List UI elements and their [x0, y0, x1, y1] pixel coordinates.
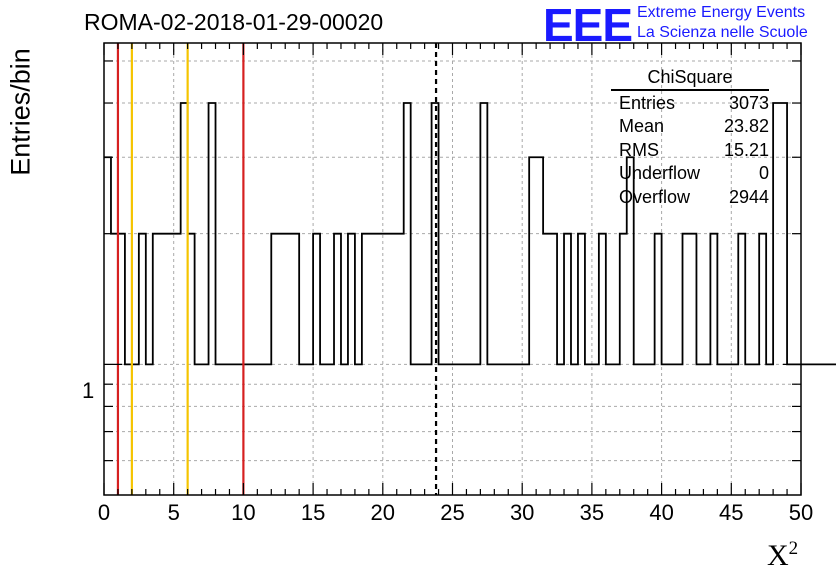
- x-tick-label: 25: [440, 500, 464, 526]
- stats-row-underflow: Underflow 0: [611, 162, 775, 185]
- stats-value: 15.21: [724, 139, 769, 162]
- histogram-bin: [209, 103, 216, 495]
- stats-label: Underflow: [619, 162, 700, 185]
- x-tick-label: 40: [649, 500, 673, 526]
- histogram-bin: [801, 364, 808, 495]
- histogram-bin: [829, 364, 836, 495]
- x-tick-label: 0: [98, 500, 110, 526]
- stats-label: Entries: [619, 92, 675, 115]
- histogram-bin: [815, 364, 822, 495]
- stats-row-entries: Entries 3073: [611, 92, 775, 115]
- x-tick-label: 35: [580, 500, 604, 526]
- stats-title: ChiSquare: [611, 67, 769, 91]
- x-tick-label: 30: [510, 500, 534, 526]
- stats-label: RMS: [619, 139, 659, 162]
- stats-value: 23.82: [724, 115, 769, 138]
- x-tick-label: 20: [371, 500, 395, 526]
- histogram-bin: [808, 364, 815, 495]
- stats-value: 0: [759, 162, 769, 185]
- histogram-bin: [480, 103, 487, 495]
- histogram-bin: [536, 157, 543, 495]
- histogram-bin: [780, 103, 787, 495]
- stats-label: Mean: [619, 115, 664, 138]
- stats-row-overflow: Overflow 2944: [611, 186, 775, 209]
- histogram-bin: [529, 157, 536, 495]
- x-tick-label: 45: [719, 500, 743, 526]
- x-tick-label: 50: [789, 500, 813, 526]
- stats-value: 3073: [729, 92, 769, 115]
- y-tick-label-1: 1: [82, 378, 94, 404]
- x-tick-label: 10: [231, 500, 255, 526]
- stats-label: Overflow: [619, 186, 690, 209]
- stats-box: ChiSquare Entries 3073 Mean 23.82 RMS 15.21…: [611, 67, 775, 209]
- histogram-bin: [104, 157, 111, 495]
- marker-lines: [118, 43, 436, 495]
- stats-row-rms: RMS 15.21: [611, 139, 775, 162]
- x-tick-label: 15: [301, 500, 325, 526]
- x-tick-label: 5: [168, 500, 180, 526]
- stats-row-mean: Mean 23.82: [611, 115, 775, 138]
- histogram-bin: [404, 103, 411, 495]
- histogram-bin: [822, 364, 829, 495]
- stats-value: 2944: [729, 186, 769, 209]
